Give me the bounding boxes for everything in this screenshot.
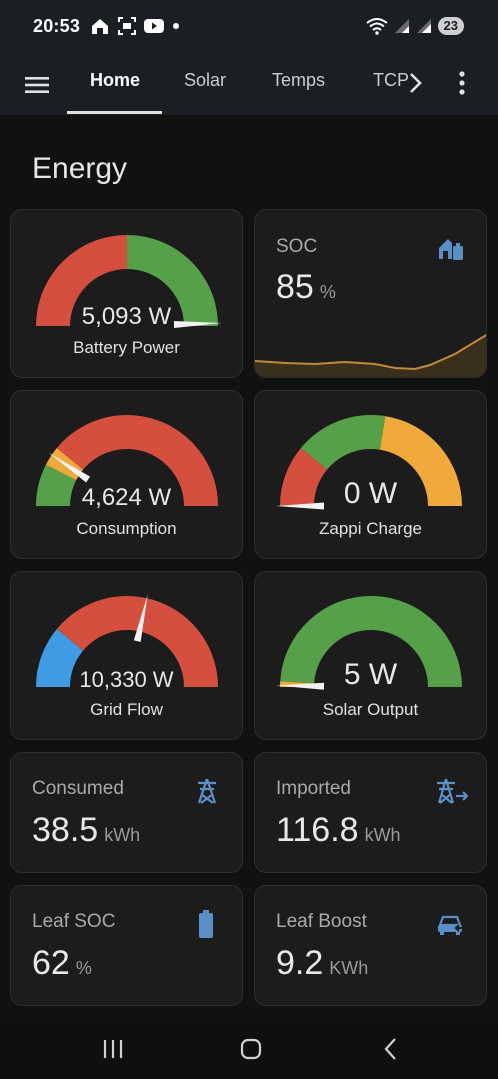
gauge-segment	[36, 464, 77, 506]
hamburger-menu-icon[interactable]	[22, 70, 52, 100]
leaf-soc-value-row: 62%	[32, 944, 92, 983]
tab-solar[interactable]: Solar	[184, 70, 227, 90]
more-vertical-icon[interactable]	[450, 68, 474, 98]
gauge-segment	[300, 415, 386, 470]
recents-icon[interactable]	[99, 1036, 127, 1062]
gauge-needle	[276, 502, 324, 510]
consumed-value: 38.5	[32, 811, 99, 849]
chevron-right-icon[interactable]	[402, 68, 428, 98]
gauge-needle	[48, 452, 91, 483]
status-bar: 20:53 23	[0, 0, 498, 56]
leaf-boost-unit: KWh	[329, 958, 369, 978]
home-icon	[92, 19, 108, 34]
solar-output-gauge-card[interactable]: 5 W Solar Output	[254, 571, 487, 740]
soc-history-chart	[255, 334, 486, 377]
soc-name: SOC	[276, 236, 318, 257]
wifi-icon	[365, 18, 388, 35]
zappi-charge-gauge	[276, 415, 462, 510]
leaf-boost-name: Leaf Boost	[276, 911, 367, 932]
leaf-soc-unit: %	[75, 958, 92, 978]
dot-icon	[173, 23, 179, 29]
zappi-charge-label: Zappi Charge	[318, 519, 422, 538]
youtube-icon	[144, 19, 164, 33]
leaf-boost-value: 9.2	[276, 944, 324, 982]
zappi-charge-value: 0 W	[343, 477, 398, 510]
back-icon[interactable]	[377, 1036, 405, 1062]
leaf-boost-value-row: 9.2 KWh	[276, 944, 368, 983]
consumption-gauge-card[interactable]: 4,624 W Consumption	[10, 390, 243, 559]
imported-card[interactable]: Imported 116.8 kWh	[254, 752, 487, 873]
signal-icon	[416, 19, 431, 33]
grid-flow-label: Grid Flow	[90, 700, 163, 719]
leaf-boost-card[interactable]: Leaf Boost 9.2 KWh	[254, 885, 487, 1006]
status-left-icons	[90, 17, 180, 35]
gauge-segment	[280, 595, 462, 687]
consumed-unit: kWh	[104, 825, 141, 845]
gauge-segment	[379, 416, 462, 506]
status-time: 20:53	[33, 16, 81, 36]
gauge-segment	[56, 596, 218, 687]
consumed-value-row: 38.5 kWh	[32, 811, 140, 850]
home-battery-icon	[439, 239, 463, 260]
battery-level: 23	[437, 17, 464, 35]
screen-record-icon	[118, 17, 136, 35]
imported-value: 116.8	[276, 811, 359, 849]
tab-home[interactable]: Home	[90, 70, 141, 90]
tab-tcp[interactable]: TCP	[373, 70, 409, 90]
gauge-segment	[56, 414, 218, 506]
gauge-segment	[280, 447, 328, 506]
gauge-needle	[276, 682, 325, 690]
grid-flow-gauge-card[interactable]: 10,330 W Grid Flow	[10, 571, 243, 740]
battery-power-gauge	[36, 235, 222, 329]
gauge-segment	[36, 628, 84, 687]
transmission-tower-icon	[197, 778, 217, 804]
leaf-soc-card[interactable]: Leaf SOC 62%	[10, 885, 243, 1006]
gauge-segment	[127, 235, 218, 326]
leaf-soc-value: 62	[32, 944, 70, 982]
status-right-icons: 23	[365, 17, 464, 35]
gauge-needle	[173, 321, 222, 329]
consumption-value: 4,624 W	[81, 484, 172, 511]
gauge-needle	[133, 594, 148, 642]
grid-flow-gauge	[36, 594, 218, 687]
consumed-name: Consumed	[32, 778, 124, 799]
home-circle-icon[interactable]	[237, 1036, 265, 1062]
zappi-charge-gauge-card[interactable]: 0 W Zappi Charge	[254, 390, 487, 559]
active-tab-indicator	[67, 111, 162, 114]
soc-card[interactable]: SOC 85%	[254, 209, 487, 378]
signal-icon	[394, 19, 409, 33]
battery-power-value: 5,093 W	[81, 303, 172, 330]
soc-unit: %	[319, 282, 336, 302]
solar-output-gauge	[276, 595, 462, 690]
leaf-soc-name: Leaf SOC	[32, 911, 116, 932]
transmission-tower-import-icon	[437, 778, 469, 804]
consumption-label: Consumption	[76, 519, 177, 538]
soc-value: 85	[276, 268, 314, 306]
system-nav-bar	[0, 1018, 498, 1079]
soc-value-row: 85%	[276, 268, 336, 307]
imported-value-row: 116.8 kWh	[276, 811, 401, 850]
battery-icon	[199, 910, 213, 938]
grid-flow-value: 10,330 W	[79, 667, 174, 692]
imported-name: Imported	[276, 778, 351, 799]
section-title: Energy	[32, 152, 128, 185]
gauge-segment	[36, 235, 127, 326]
battery-power-label: Battery Power	[73, 338, 180, 357]
consumption-gauge	[36, 414, 218, 506]
tab-temps[interactable]: Temps	[272, 70, 326, 90]
app-bar: Home Solar Temps TCP	[0, 56, 498, 115]
solar-output-label: Solar Output	[322, 700, 419, 719]
battery-power-gauge-card[interactable]: 5,093 W Battery Power	[10, 209, 243, 378]
car-electric-icon	[438, 915, 466, 935]
solar-output-value: 5 W	[343, 658, 398, 691]
imported-unit: kWh	[364, 825, 401, 845]
consumed-card[interactable]: Consumed 38.5 kWh	[10, 752, 243, 873]
